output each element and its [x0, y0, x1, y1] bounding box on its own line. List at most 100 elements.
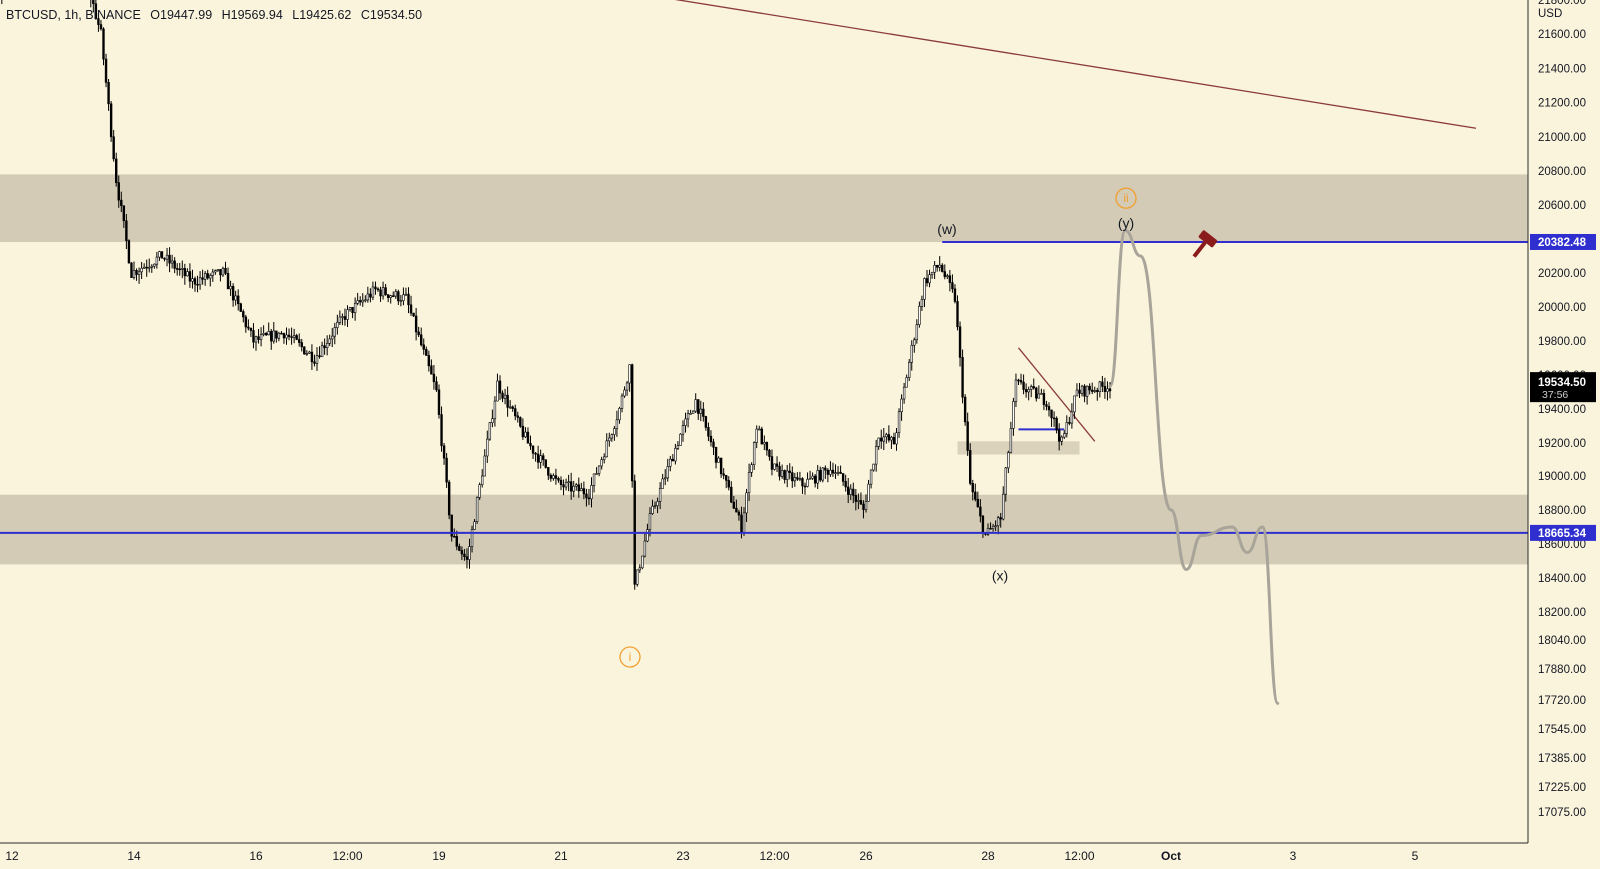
- y-tick-label: 18800.00: [1538, 505, 1586, 517]
- candle-body: [1024, 389, 1028, 393]
- candle-body: [669, 458, 672, 467]
- candle-body: [120, 199, 123, 207]
- upper-descending-trendline[interactable]: [256, 0, 1477, 129]
- candle-body: [374, 286, 377, 290]
- candle-body: [605, 440, 608, 458]
- zone-0[interactable]: [0, 174, 1528, 243]
- candle-body: [1052, 417, 1056, 420]
- wave-label-circled-ii: ii: [1115, 187, 1137, 209]
- candle-body: [1032, 386, 1035, 389]
- x-tick-label: 12:00: [332, 849, 362, 863]
- candle-body: [575, 484, 578, 487]
- candle-body: [562, 484, 565, 488]
- candle-body: [465, 556, 469, 560]
- candle-body: [432, 373, 436, 383]
- candle-body: [539, 455, 542, 463]
- candle-body: [376, 288, 380, 291]
- candle-body: [341, 316, 344, 318]
- candle-body: [1014, 379, 1018, 402]
- candle-body: [750, 464, 753, 473]
- candle-body: [333, 327, 336, 337]
- candle-body: [630, 364, 634, 482]
- wave-label-circled-i: i: [619, 646, 641, 668]
- candle-body: [915, 324, 919, 341]
- candle-body: [991, 526, 995, 530]
- candle-body: [1004, 467, 1007, 495]
- candle-body: [193, 278, 197, 285]
- candle-body: [778, 466, 781, 477]
- candle-body: [953, 288, 957, 302]
- candle-body: [97, 18, 100, 25]
- candle-body: [275, 330, 278, 339]
- candle-body: [168, 254, 171, 264]
- candle-body: [422, 344, 425, 350]
- local-descending-trendline[interactable]: [1017, 347, 1096, 442]
- y-tick-label: 17385.00: [1538, 753, 1586, 765]
- candle-body: [1065, 422, 1068, 434]
- candle-body: [618, 407, 621, 421]
- candle-body: [386, 294, 390, 298]
- candle-body: [788, 470, 791, 473]
- candle-body: [1009, 428, 1013, 453]
- candle-body: [641, 555, 644, 569]
- candle-body: [628, 364, 631, 384]
- projection-path[interactable]: [1108, 228, 1280, 705]
- candle-body: [1047, 406, 1051, 411]
- candle-body: [580, 488, 583, 492]
- candle-body: [1012, 401, 1015, 429]
- wave-label-(x): (x): [992, 568, 1008, 584]
- candle-body: [176, 268, 179, 270]
- x-tick-label: Oct: [1161, 849, 1181, 863]
- y-tick-label: 19400.00: [1538, 404, 1586, 416]
- candle-body: [737, 511, 741, 516]
- candle-body: [282, 333, 286, 339]
- candle-body: [216, 269, 220, 271]
- candle-body: [295, 335, 298, 340]
- candle-body: [935, 264, 939, 268]
- candle-body: [445, 457, 448, 483]
- candle-body: [254, 336, 258, 343]
- candle-body: [908, 362, 911, 378]
- candle-body: [956, 301, 959, 328]
- last-price-value: 19534.50: [1538, 377, 1586, 389]
- candle-body: [442, 445, 446, 459]
- candle-body: [259, 334, 263, 340]
- candle-body: [765, 441, 769, 451]
- candle-body: [801, 478, 804, 487]
- candle-body: [234, 295, 237, 301]
- candle-body: [590, 485, 593, 500]
- time-axis[interactable]: 12 14 16 12:00 19 21 23 12:00 26 28 12:00 Oct 3 5: [0, 842, 1600, 869]
- candle-body: [178, 268, 181, 271]
- ohlc-open: O19447.99: [150, 8, 213, 22]
- candle-body: [1007, 452, 1010, 469]
- price-axis[interactable]: USD 21800.00 21600.00 21400.00 21200.00 2100…: [1527, 0, 1600, 869]
- candle-body: [664, 477, 667, 480]
- candles-layer: [1, 0, 1112, 590]
- candle-body: [148, 266, 151, 269]
- zone-1[interactable]: [0, 494, 1528, 565]
- levels-layer[interactable]: [0, 240, 1528, 534]
- symbol-label[interactable]: BTCUSD, 1h, BINANCE: [6, 8, 141, 22]
- candle-body: [231, 285, 235, 301]
- candle-body: [836, 471, 840, 474]
- candle-body: [707, 427, 710, 437]
- ohlc-close: C19534.50: [360, 8, 423, 22]
- candle-body: [557, 478, 560, 481]
- candle-body: [963, 396, 967, 423]
- candle-body: [603, 456, 606, 460]
- candle-body: [651, 505, 654, 514]
- candle-body: [493, 400, 497, 420]
- candle-body: [379, 289, 382, 297]
- projection-layer[interactable]: [1108, 228, 1280, 705]
- candle-body: [1057, 429, 1061, 442]
- candle-body: [549, 474, 553, 479]
- candle-body: [183, 268, 187, 277]
- candle-body: [508, 406, 512, 409]
- zone-2[interactable]: [957, 441, 1080, 455]
- candle-body: [869, 469, 873, 485]
- candle-body: [694, 399, 697, 412]
- candle-body: [613, 428, 616, 435]
- candle-body: [371, 286, 375, 298]
